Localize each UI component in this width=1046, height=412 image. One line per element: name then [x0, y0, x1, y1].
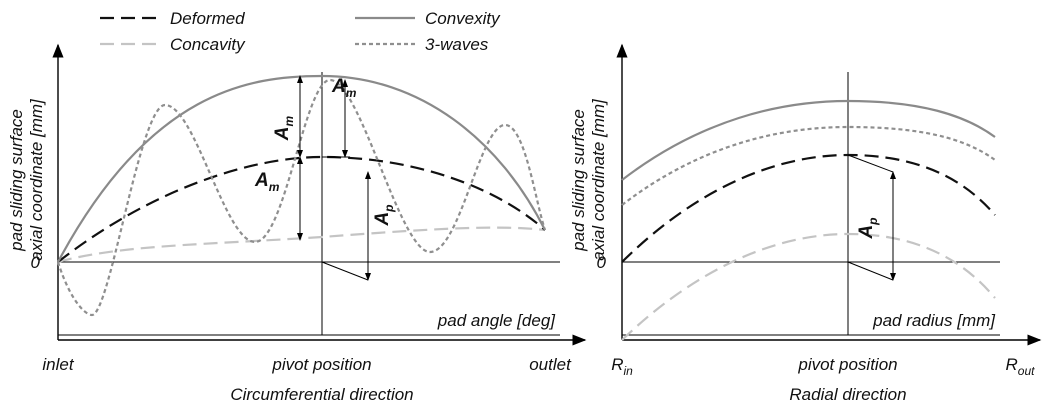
tick-label: Rout [1006, 355, 1036, 378]
right-panel: pad sliding surface axial coordinate [mm… [569, 43, 1042, 404]
legend-label: Convexity [425, 9, 501, 28]
legend: Deformed Convexity Concavity 3-waves [100, 9, 501, 54]
annotation: Ap [372, 204, 396, 226]
leader [847, 154, 894, 173]
caption: Radial direction [789, 385, 906, 404]
annotation: Am [254, 170, 280, 194]
tick-label: inlet [42, 355, 74, 374]
three-waves-curve [621, 125, 996, 206]
three-waves-curve [56, 78, 547, 317]
legend-label: Concavity [170, 35, 246, 54]
legend-label: Deformed [170, 9, 245, 28]
annotation: Am [272, 115, 296, 141]
concavity-curve [57, 226, 546, 264]
annotation: Ap [856, 217, 880, 239]
annotation: Am [331, 76, 357, 100]
x-label: pad radius [mm] [872, 311, 996, 330]
legend-label: 3-waves [425, 35, 489, 54]
zero-label: 0 [31, 253, 41, 272]
y-label: axial coordinate [mm] [589, 98, 608, 261]
deformed-curve [57, 155, 546, 263]
left-panel: pad sliding surface axial coordinate [mm… [7, 43, 587, 404]
x-label: pad angle [deg] [437, 311, 556, 330]
y-label: pad sliding surface [7, 109, 26, 252]
caption: Circumferential direction [230, 385, 413, 404]
zero-label: 0 [597, 253, 607, 272]
tick-label: pivot position [271, 355, 371, 374]
leader [321, 261, 369, 281]
deformed-curve [621, 153, 996, 263]
tick-label: Rin [611, 355, 633, 378]
y-label: axial coordinate [mm] [27, 98, 46, 261]
leader [847, 261, 894, 281]
concavity-curve [621, 232, 996, 341]
y-label: pad sliding surface [569, 109, 588, 252]
tick-label: outlet [529, 355, 572, 374]
tick-label: pivot position [797, 355, 897, 374]
convexity-curve [621, 99, 996, 181]
convexity-curve [57, 74, 546, 263]
